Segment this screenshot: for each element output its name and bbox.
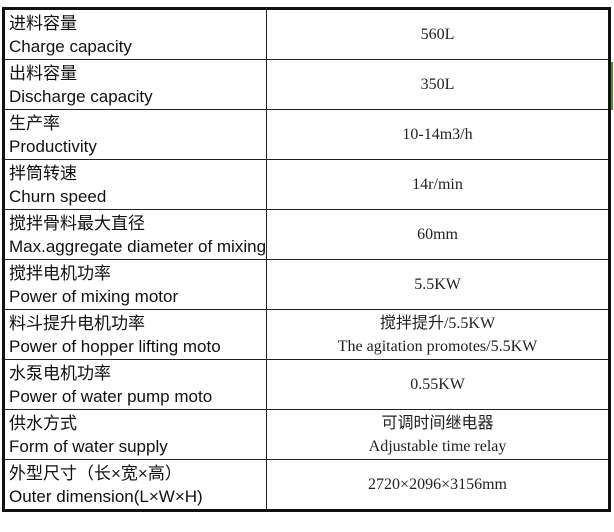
spec-label: 搅拌电机功率 Power of mixing motor — [2, 259, 268, 310]
value-text: 搅拌提升/5.5KW — [379, 314, 496, 332]
table-row: 搅拌电机功率 Power of mixing motor 5.5KW — [2, 259, 610, 310]
spec-label: 出料容量 Discharge capacity — [2, 59, 268, 110]
table-row: 拌筒转速 Churn speed 14r/min — [2, 159, 610, 210]
label-en: Discharge capacity — [9, 86, 153, 106]
label-en: Power of water pump moto — [9, 386, 213, 406]
spec-value: 2720×2096×3156mm — [266, 459, 610, 511]
label-zh: 拌筒转速 — [9, 163, 77, 183]
value-text: 350L — [420, 76, 455, 93]
spec-label: 供水方式 Form of water supply — [2, 409, 268, 460]
spec-value: 10-14m3/h — [266, 109, 610, 160]
label-en: Power of mixing motor — [9, 286, 179, 306]
value-text: 0.55KW — [410, 376, 465, 393]
label-en: Power of hopper lifting moto — [9, 336, 221, 356]
label-en: Max.aggregate diameter of mixing — [9, 236, 267, 256]
value-text: 5.5KW — [414, 276, 461, 293]
table-row: 外型尺寸（长×宽×高） Outer dimension(L×W×H) 2720×20… — [2, 459, 610, 511]
label-en: Form of water supply — [9, 436, 168, 456]
spec-value: 14r/min — [266, 159, 610, 210]
spec-value: 5.5KW — [266, 259, 610, 310]
value-text-en: Adjustable time relay — [368, 437, 507, 455]
table-row: 生产率 Productivity 10-14m3/h — [2, 109, 610, 160]
spec-label: 拌筒转速 Churn speed — [2, 159, 268, 210]
table-row: 水泵电机功率 Power of water pump moto 0.55KW — [2, 359, 610, 410]
spec-value: 可调时间继电器 Adjustable time relay — [266, 409, 610, 460]
spec-value: 0.55KW — [266, 359, 610, 410]
table-row: 进料容量 Charge capacity 560L — [2, 8, 610, 60]
green-edge-line — [611, 62, 613, 110]
spec-value: 560L — [266, 8, 610, 60]
label-zh: 生产率 — [9, 113, 60, 133]
spec-value: 搅拌提升/5.5KW The agitation promotes/5.5KW — [266, 309, 610, 360]
table-row: 搅拌骨料最大直径 Max.aggregate diameter of mixing… — [2, 209, 610, 260]
value-text: 60mm — [417, 226, 458, 243]
spec-label: 外型尺寸（长×宽×高） Outer dimension(L×W×H) — [2, 459, 268, 511]
spec-label: 水泵电机功率 Power of water pump moto — [2, 359, 268, 410]
label-zh: 搅拌骨料最大直径 — [9, 213, 145, 233]
label-en: Productivity — [9, 136, 97, 156]
value-text: 可调时间继电器 — [381, 414, 494, 432]
spec-label: 生产率 Productivity — [2, 109, 268, 160]
label-en: Outer dimension(L×W×H) — [9, 486, 203, 506]
spec-label: 进料容量 Charge capacity — [2, 8, 268, 60]
spec-label: 搅拌骨料最大直径 Max.aggregate diameter of mixing — [2, 209, 268, 260]
label-zh: 料斗提升电机功率 — [9, 313, 145, 333]
spec-value: 350L — [266, 59, 610, 110]
table-row: 出料容量 Discharge capacity 350L — [2, 59, 610, 110]
value-text: 560L — [420, 26, 455, 43]
label-zh: 供水方式 — [9, 413, 77, 433]
table-row: 供水方式 Form of water supply 可调时间继电器 Adjustabl… — [2, 409, 610, 460]
label-zh: 进料容量 — [9, 13, 77, 33]
value-text: 10-14m3/h — [402, 126, 473, 143]
label-zh: 出料容量 — [9, 63, 77, 83]
table-row: 料斗提升电机功率 Power of hopper lifting moto 搅拌提升… — [2, 309, 610, 360]
value-text: 14r/min — [412, 176, 463, 193]
value-text: 2720×2096×3156mm — [368, 476, 507, 493]
label-zh: 外型尺寸（长×宽×高） — [9, 463, 182, 483]
label-zh: 水泵电机功率 — [9, 363, 111, 383]
label-zh: 搅拌电机功率 — [9, 263, 111, 283]
spec-table: 进料容量 Charge capacity 560L 出料容量 Discharge cap… — [2, 7, 611, 512]
spec-label: 料斗提升电机功率 Power of hopper lifting moto — [2, 309, 268, 360]
label-en: Charge capacity — [9, 36, 132, 56]
label-en: Churn speed — [9, 186, 107, 206]
value-text-en: The agitation promotes/5.5KW — [337, 337, 538, 355]
spec-value: 60mm — [266, 209, 610, 260]
